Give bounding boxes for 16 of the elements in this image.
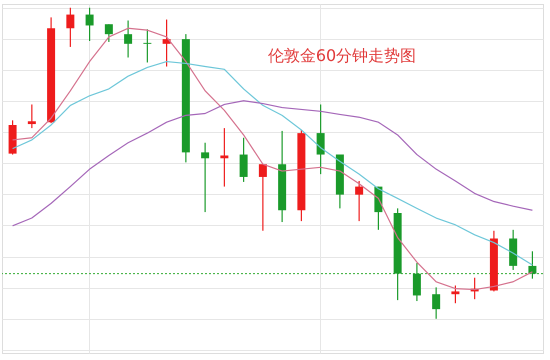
candlestick — [240, 137, 248, 183]
text: 伦敦金60分钟走势图 — [268, 46, 416, 65]
candlestick — [86, 7, 94, 42]
candlestick — [355, 180, 364, 222]
candlestick — [316, 104, 325, 175]
candlestick — [143, 28, 152, 64]
candlestick — [432, 286, 440, 320]
candlestick — [201, 142, 210, 213]
candlestick — [220, 128, 228, 188]
candlestick — [124, 20, 132, 58]
candlestick — [412, 262, 421, 302]
candlestick — [528, 250, 536, 280]
candlestick — [258, 164, 267, 232]
candlestick — [66, 7, 74, 48]
candlestick — [162, 18, 171, 68]
candlestick — [104, 24, 113, 43]
